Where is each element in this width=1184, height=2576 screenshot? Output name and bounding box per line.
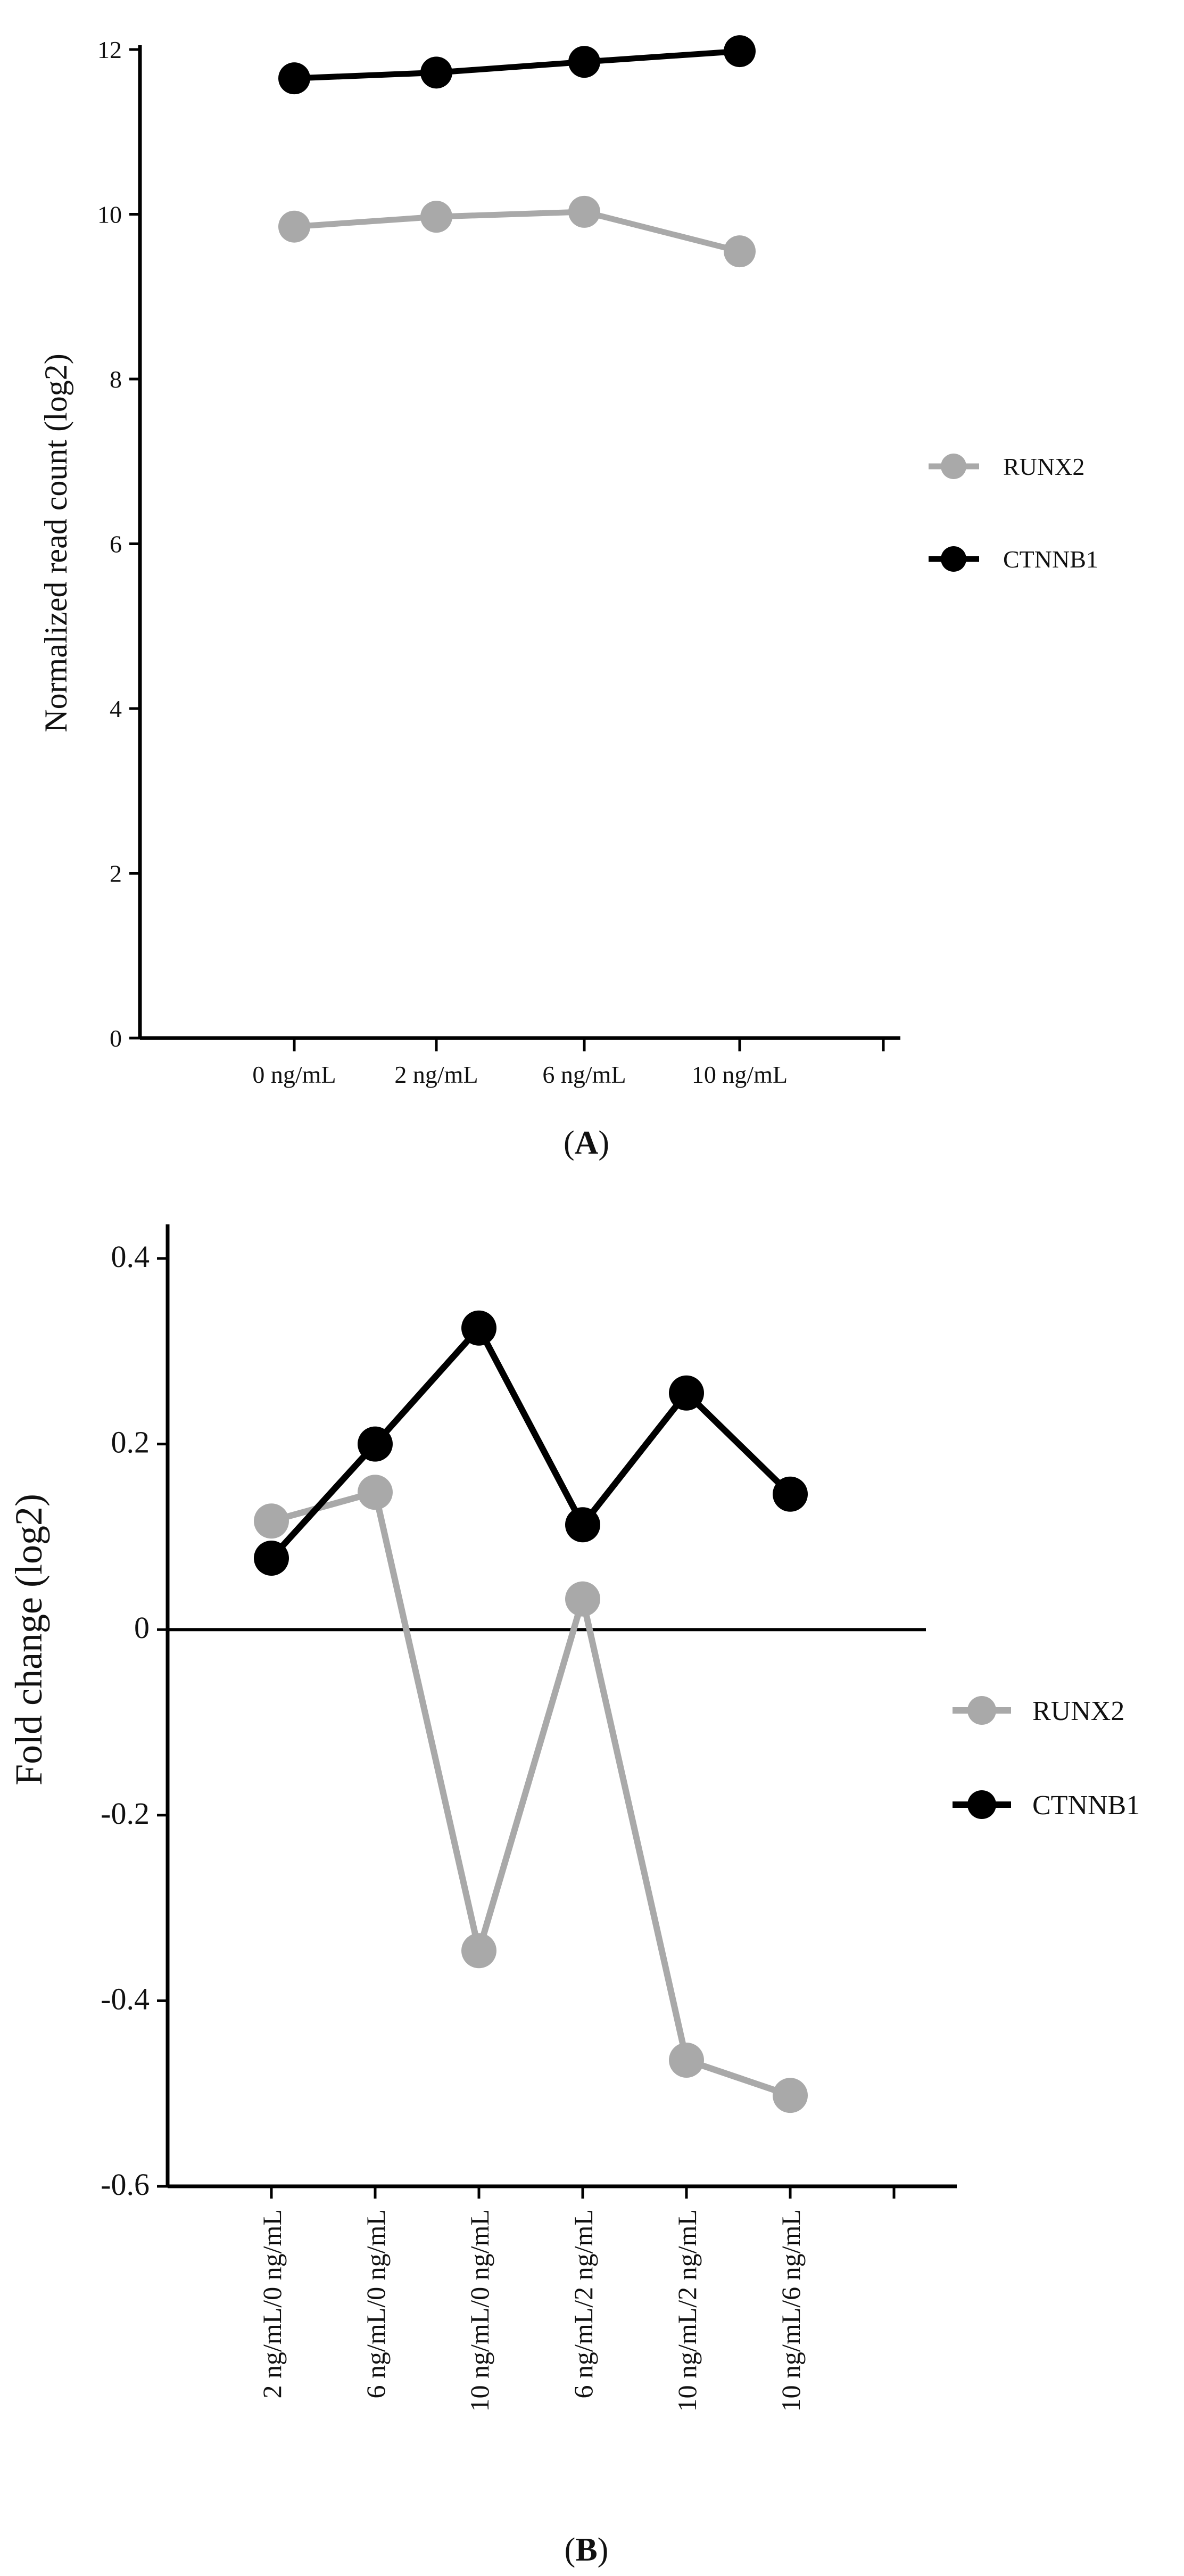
y-tick-label-b: 0.2 [111, 1425, 150, 1460]
legend-label-runx2: RUNX2 [1003, 453, 1084, 480]
y-tick-label-a: 2 [110, 860, 122, 887]
data-point-runx2 [254, 1503, 289, 1539]
legend-item-ctnnb1-b: CTNNB1 [953, 1790, 1140, 1821]
y-tick-label-b: 0 [134, 1610, 150, 1645]
x-tick-label-b: 10 ng/mL/0 ng/mL [465, 2209, 494, 2412]
data-point-ctnnb1 [565, 1507, 600, 1543]
data-point-runx2 [358, 1475, 393, 1510]
data-point-ctnnb1 [278, 62, 310, 95]
data-point-runx2 [773, 2078, 808, 2113]
chart-panel-b: -0.6 -0.4 -0.2 0 0.2 0.4 2 ng/mL/0 ng/mL 6 ng/… [7, 1224, 1140, 2568]
y-tick-label-b: 0.4 [111, 1239, 150, 1274]
data-point-ctnnb1 [724, 35, 756, 68]
legend-a: RUNX2 CTNNB1 [929, 453, 1098, 573]
series-runx2-b [254, 1475, 808, 2113]
y-tick-label-b: -0.2 [101, 1796, 150, 1831]
series-line-ctnnb1 [269, 1324, 793, 1561]
series-line-ctnnb1 [294, 48, 740, 81]
data-point-ctnnb1 [420, 56, 452, 89]
data-point-ctnnb1 [358, 1426, 393, 1462]
series-line-runx2 [270, 1489, 791, 2098]
x-tick-label-b: 10 ng/mL/2 ng/mL [672, 2209, 702, 2412]
legend-item-ctnnb1: CTNNB1 [929, 546, 1098, 573]
legend-marker-runx2 [941, 454, 966, 479]
legend-label-ctnnb1-b: CTNNB1 [1032, 1790, 1140, 1821]
series-runx2-a [278, 195, 756, 268]
y-tick-label-a: 0 [110, 1025, 122, 1052]
data-point-runx2 [278, 210, 310, 243]
x-tick-label-b: 2 ng/mL/0 ng/mL [257, 2209, 287, 2399]
y-tick-label-b: -0.4 [101, 1981, 150, 2016]
y-axis-label-a: Normalized read count (log2) [38, 353, 73, 732]
y-tick-label-a: 10 [97, 201, 122, 228]
y-tick-label-b: -0.6 [101, 2167, 150, 2202]
series-line-runx2 [294, 209, 741, 254]
data-point-runx2 [461, 1933, 496, 1969]
x-tick-label-b: 6 ng/mL/0 ng/mL [361, 2209, 391, 2399]
legend-label-ctnnb1: CTNNB1 [1003, 546, 1098, 573]
x-tick-label-a: 10 ng/mL [692, 1061, 788, 1088]
data-point-ctnnb1 [669, 1375, 704, 1411]
x-tick-label-a: 2 ng/mL [394, 1061, 478, 1088]
legend-item-runx2: RUNX2 [929, 453, 1084, 480]
y-tick-label-a: 6 [110, 531, 122, 558]
legend-item-runx2-b: RUNX2 [953, 1696, 1124, 1726]
y-tick-label-a: 4 [110, 695, 122, 722]
x-tick-label-a: 0 ng/mL [252, 1061, 336, 1088]
panel-label-b: (B) [565, 2532, 609, 2568]
legend-marker-ctnnb1-b [967, 1790, 996, 1819]
data-point-ctnnb1 [568, 46, 600, 78]
data-point-ctnnb1 [773, 1476, 808, 1512]
data-point-runx2 [568, 195, 600, 228]
x-tick-label-a: 6 ng/mL [542, 1061, 626, 1088]
x-tick-label-b: 10 ng/mL/6 ng/mL [776, 2209, 806, 2412]
data-point-ctnnb1 [254, 1540, 289, 1576]
data-point-runx2 [420, 201, 452, 233]
series-ctnnb1-a [278, 35, 756, 95]
y-axis-label-b: Fold change (log2) [7, 1494, 50, 1785]
legend-label-runx2-b: RUNX2 [1032, 1696, 1124, 1726]
data-point-runx2 [724, 235, 756, 268]
legend-marker-runx2-b [967, 1696, 996, 1725]
series-ctnnb1-b [254, 1310, 808, 1576]
y-tick-label-a: 8 [110, 366, 122, 393]
legend-b: RUNX2 CTNNB1 [953, 1696, 1140, 1821]
data-point-runx2 [565, 1581, 600, 1617]
data-point-ctnnb1 [461, 1310, 496, 1346]
y-tick-label-a: 12 [97, 36, 122, 63]
data-point-runx2 [669, 2042, 704, 2078]
x-tick-label-b: 6 ng/mL/2 ng/mL [568, 2209, 598, 2399]
panel-label-a: (A) [564, 1125, 609, 1161]
legend-marker-ctnnb1 [941, 546, 966, 572]
